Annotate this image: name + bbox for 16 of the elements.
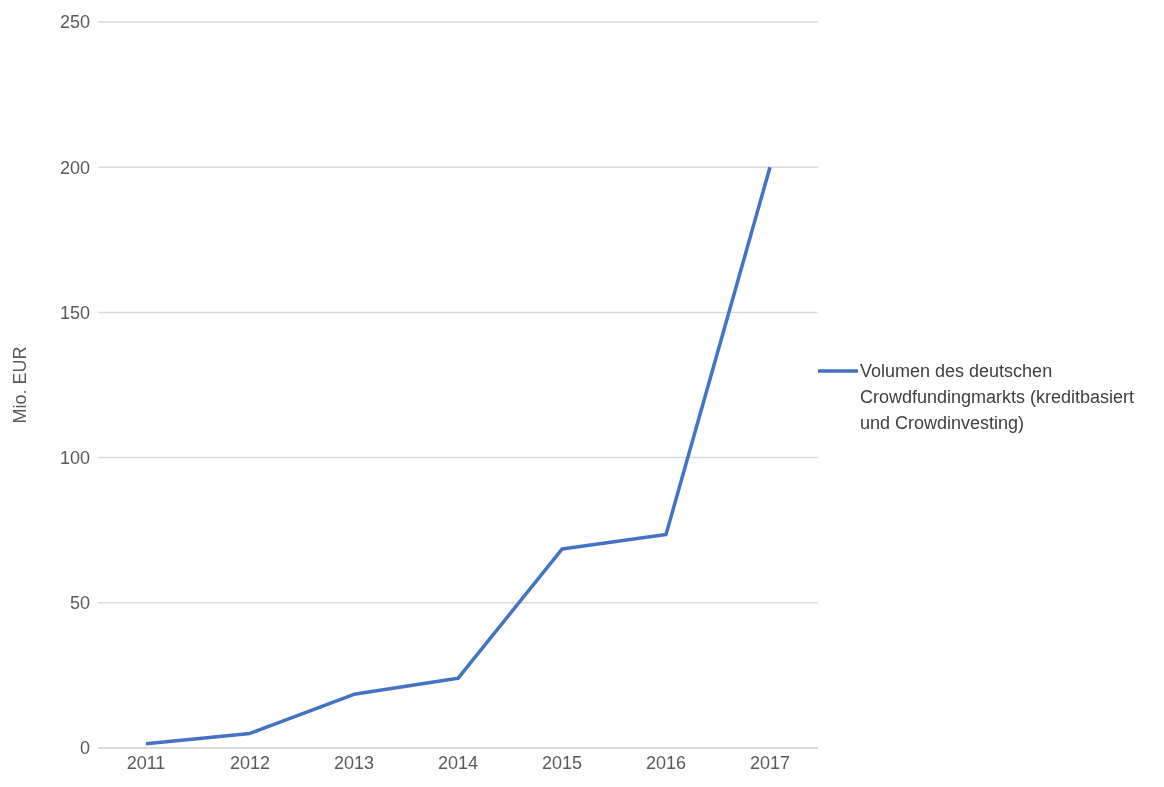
y-tick-label: 0 bbox=[79, 738, 90, 759]
y-tick-label: 250 bbox=[59, 12, 90, 33]
y-tick-label: 200 bbox=[59, 157, 90, 178]
legend-label: Volumen des deutschen Crowdfundingmarkts (kreditbasiert und Crowdinvesting) bbox=[860, 360, 1136, 435]
x-tick-label: 2014 bbox=[437, 752, 479, 773]
x-tick-label: 2013 bbox=[333, 752, 375, 773]
x-tick-label: 2017 bbox=[749, 752, 791, 773]
x-tick-label: 2011 bbox=[126, 752, 166, 773]
y-axis-title: Mio. EUR bbox=[10, 346, 31, 424]
y-tick-label: 50 bbox=[69, 593, 90, 614]
y-tick-label: 100 bbox=[59, 447, 90, 468]
x-tick-label: 2015 bbox=[541, 752, 583, 773]
y-tick-label: 150 bbox=[59, 302, 90, 323]
x-tick-label: 2012 bbox=[229, 752, 271, 773]
x-tick-label: 2016 bbox=[645, 752, 687, 773]
line-series bbox=[144, 165, 772, 746]
